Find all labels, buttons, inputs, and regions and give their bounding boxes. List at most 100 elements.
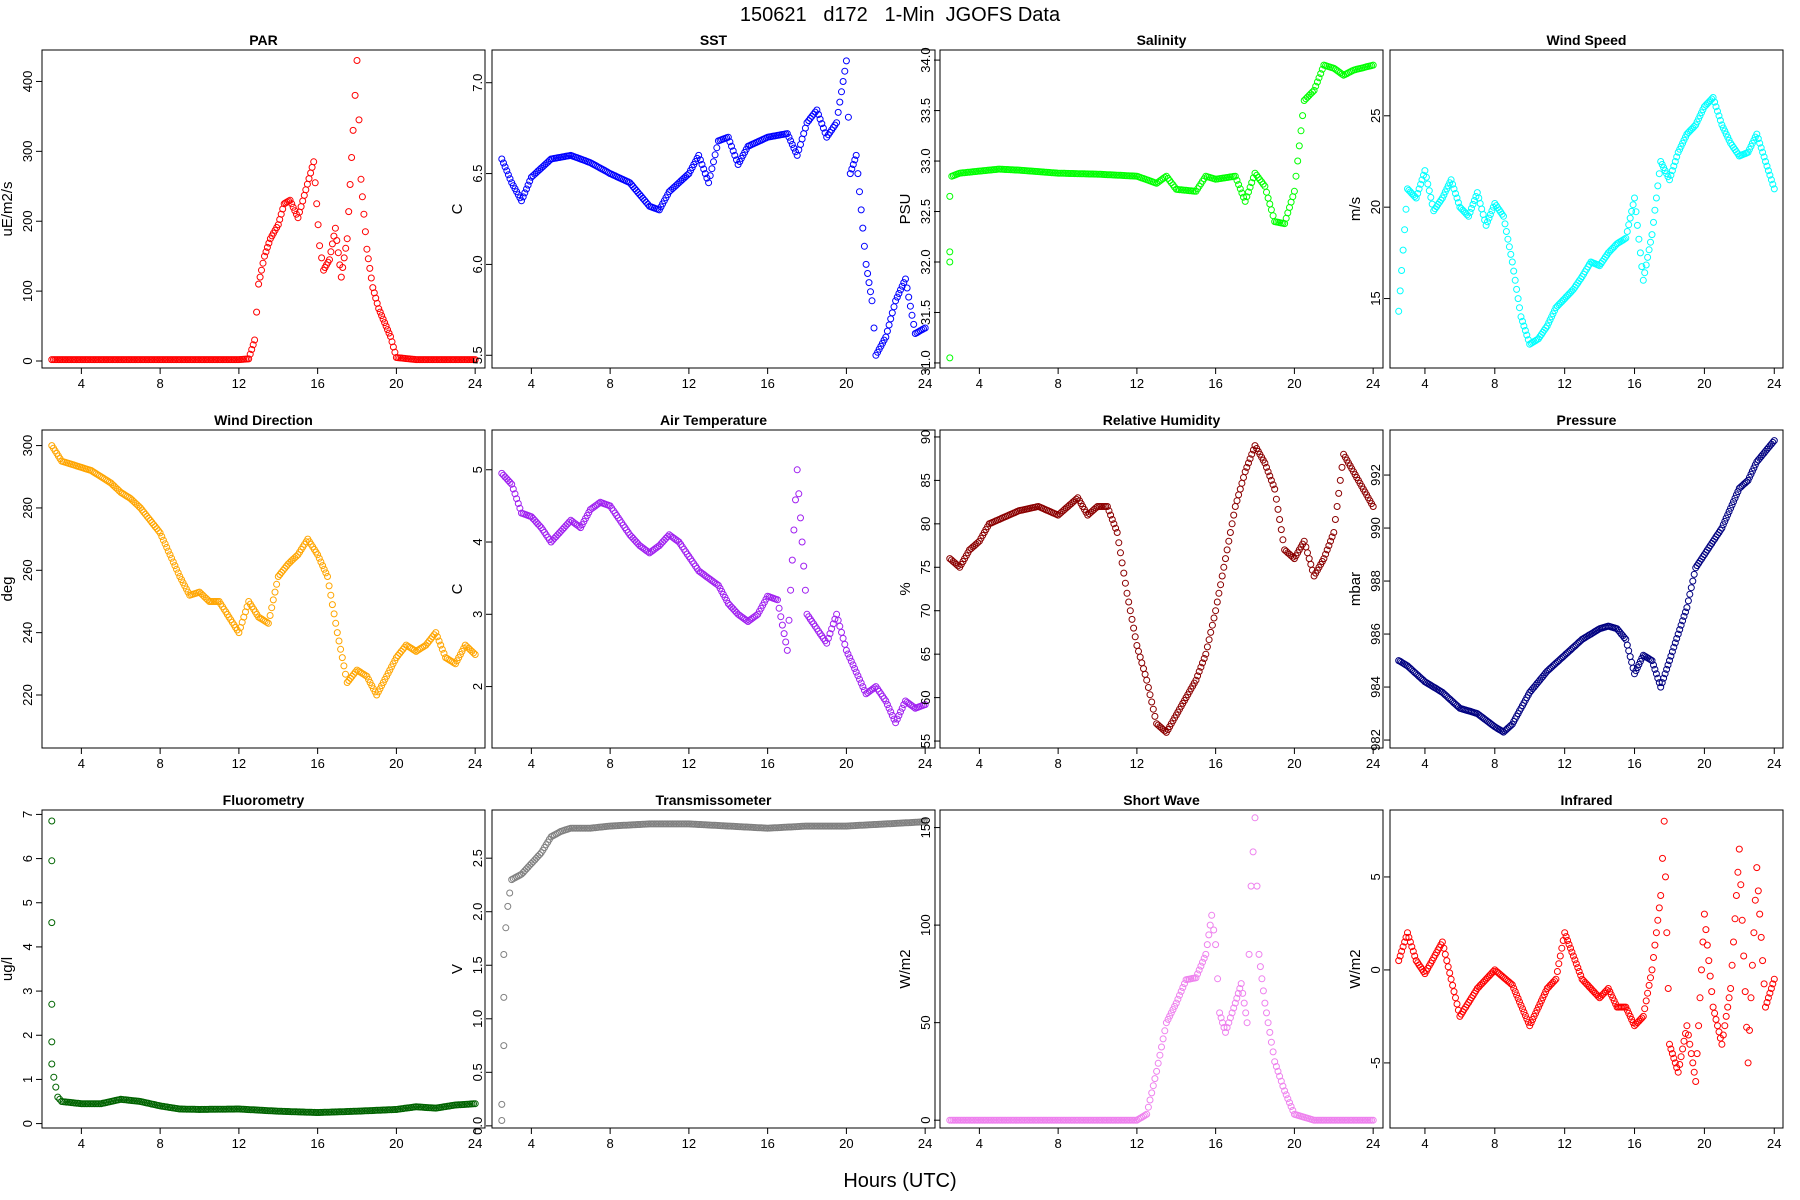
data-point (813, 106, 821, 114)
data-point (1754, 887, 1762, 895)
data-point (1281, 1087, 1289, 1095)
x-tick-label: 24 (1366, 1136, 1380, 1151)
data-point (1715, 1028, 1723, 1036)
data-point (1424, 180, 1432, 188)
data-point (158, 533, 166, 540)
data-point (1151, 712, 1159, 720)
data-point (1214, 975, 1222, 983)
data-point (1338, 70, 1346, 78)
data-point (433, 633, 441, 641)
data-point (1208, 911, 1216, 919)
data-point (1651, 206, 1659, 214)
data-point (470, 649, 477, 657)
data-point (1514, 295, 1522, 303)
data-point (1164, 1015, 1172, 1023)
data-point (1276, 1072, 1284, 1080)
data-point (1625, 221, 1633, 229)
data-point (1197, 663, 1205, 671)
y-axis-label: C (449, 203, 466, 214)
data-point (1254, 174, 1262, 181)
data-point (297, 203, 305, 211)
data-point (908, 311, 916, 319)
data-point (320, 565, 328, 573)
data-point (1279, 536, 1287, 544)
data-point (1642, 997, 1650, 1005)
data-point (1171, 1002, 1179, 1010)
data-point (311, 179, 319, 187)
data-point (898, 282, 906, 290)
data-point (1722, 1012, 1730, 1020)
data-point (1269, 1048, 1277, 1056)
data-point (1218, 572, 1226, 580)
data-point (1258, 178, 1266, 186)
data-point (810, 110, 818, 118)
data-point (1158, 1043, 1165, 1051)
data-point (795, 490, 803, 498)
panel-title: Air Temperature (660, 412, 767, 428)
data-point (1438, 938, 1446, 946)
data-point (1144, 1103, 1152, 1111)
data-point (1770, 975, 1778, 983)
data-point (169, 558, 177, 566)
x-tick-label: 12 (1557, 376, 1571, 391)
data-point (357, 175, 365, 183)
y-tick-label: 32.5 (918, 199, 933, 224)
data-point (902, 275, 909, 283)
data-point (1447, 975, 1455, 983)
data-point (1565, 940, 1573, 948)
data-point (1154, 1059, 1162, 1067)
data-point (1727, 504, 1735, 512)
x-tick-label: 24 (1366, 756, 1380, 771)
data-point (1231, 503, 1239, 510)
data-point (1507, 250, 1515, 258)
x-tick-label: 16 (1208, 756, 1222, 771)
data-points (48, 442, 479, 699)
panel-par: PAR uE/m2/s 4 8 12 16 20 24 0 100 200 300 400 (0, 32, 486, 391)
y-tick-label: 260 (20, 559, 35, 581)
data-point (1237, 980, 1245, 988)
data-point (527, 860, 535, 867)
data-point (724, 133, 732, 141)
data-point (870, 324, 878, 332)
data-point (1724, 511, 1732, 519)
data-point (1169, 181, 1177, 189)
data-point (286, 196, 294, 204)
plot-frame (491, 49, 936, 369)
data-point (1577, 971, 1585, 979)
data-point (816, 115, 824, 123)
data-point (345, 677, 353, 684)
data-point (1176, 991, 1183, 999)
data-point (259, 259, 267, 267)
figure-title: 150621 d172 1-Min JGOFS Data (739, 4, 1061, 26)
data-point (726, 138, 734, 146)
data-point (838, 628, 845, 636)
data-point (733, 156, 740, 164)
data-point (1677, 621, 1685, 629)
data-point (498, 469, 506, 477)
data-point (410, 646, 418, 654)
data-point (1213, 598, 1221, 606)
data-point (1561, 929, 1569, 937)
data-point (882, 697, 890, 705)
x-tick-label: 24 (1767, 756, 1781, 771)
data-point (1217, 1014, 1225, 1022)
data-point (848, 165, 856, 173)
y-tick-label: 400 (20, 71, 35, 93)
plot-frame (41, 809, 486, 1129)
data-point (274, 221, 282, 229)
data-point (1763, 162, 1771, 170)
data-point (885, 704, 893, 712)
data-point (1668, 648, 1676, 656)
data-point (1673, 153, 1681, 161)
plot-frame (1389, 809, 1784, 1129)
data-point (1425, 187, 1433, 195)
data-point (526, 177, 534, 185)
data-point (562, 522, 570, 530)
data-point (890, 715, 898, 723)
data-point (1212, 941, 1220, 949)
data-point (1369, 61, 1377, 69)
data-point (629, 534, 637, 542)
data-point (294, 214, 302, 222)
data-point (1151, 1075, 1159, 1083)
data-point (892, 297, 900, 305)
